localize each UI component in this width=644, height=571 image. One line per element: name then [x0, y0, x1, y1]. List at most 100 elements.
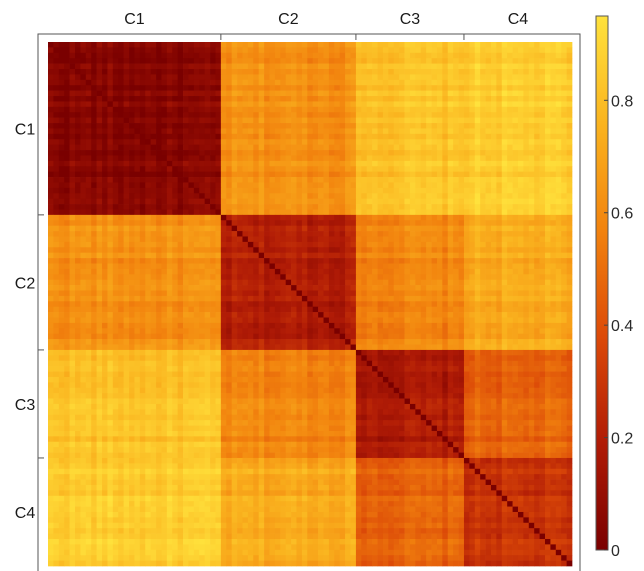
- heatmap-cell: [296, 258, 303, 264]
- heatmap-cell: [64, 312, 70, 318]
- heatmap-cell: [447, 204, 454, 210]
- heatmap-cell: [123, 225, 130, 232]
- heatmap-cell: [129, 209, 135, 216]
- heatmap-cell: [361, 69, 368, 75]
- heatmap-cell: [75, 160, 81, 167]
- heatmap-cell: [183, 317, 189, 324]
- heatmap-cell: [555, 144, 562, 151]
- heatmap-cell: [188, 101, 195, 108]
- heatmap-cell: [177, 247, 184, 254]
- heatmap-cell: [129, 187, 135, 194]
- heatmap-cell: [409, 236, 416, 243]
- heatmap-cell: [210, 74, 216, 81]
- heatmap-cell: [436, 290, 443, 297]
- heatmap-cell: [96, 252, 103, 259]
- heatmap-cell: [145, 317, 151, 324]
- heatmap-cell: [280, 117, 287, 124]
- heatmap-cell: [496, 247, 503, 254]
- heatmap-cell: [48, 317, 54, 324]
- heatmap-cell: [372, 144, 378, 151]
- heatmap-cell: [107, 155, 114, 162]
- heatmap-cell: [512, 139, 519, 145]
- heatmap-cell: [539, 306, 546, 313]
- heatmap-cell: [280, 317, 287, 324]
- heatmap-cell: [291, 198, 297, 205]
- heatmap-cell: [534, 295, 540, 302]
- heatmap-cell: [69, 74, 76, 81]
- heatmap-cell: [161, 301, 168, 308]
- heatmap-cell: [69, 155, 76, 162]
- heatmap-cell: [183, 279, 189, 286]
- heatmap-cell: [118, 69, 124, 75]
- heatmap-cell: [328, 101, 335, 108]
- heatmap-cell: [150, 106, 157, 113]
- heatmap-cell: [501, 96, 508, 102]
- heatmap-cell: [118, 301, 124, 308]
- heatmap-cell: [134, 106, 141, 113]
- heatmap-cell: [517, 279, 524, 286]
- heatmap-cell: [247, 139, 254, 145]
- heatmap-cell: [463, 90, 470, 97]
- heatmap-cell: [550, 252, 557, 259]
- heatmap-cell: [496, 301, 503, 308]
- heatmap-cell: [312, 79, 319, 86]
- heatmap-cell: [204, 74, 211, 81]
- heatmap-cell: [161, 74, 168, 81]
- heatmap-cell: [285, 117, 292, 124]
- heatmap-cell: [534, 279, 540, 286]
- heatmap-cell: [528, 279, 535, 286]
- heatmap-cell: [107, 279, 114, 286]
- heatmap-cell: [123, 177, 130, 183]
- heatmap-cell: [69, 187, 76, 194]
- heatmap-cell: [458, 85, 465, 91]
- heatmap-cell: [361, 295, 368, 302]
- heatmap-cell: [566, 258, 573, 264]
- heatmap-cell: [307, 193, 314, 200]
- heatmap-cell: [264, 295, 270, 302]
- heatmap-cell: [431, 182, 438, 189]
- heatmap-cell: [323, 79, 330, 86]
- heatmap-cell: [469, 101, 476, 108]
- heatmap-cell: [426, 209, 432, 216]
- heatmap-cell: [210, 58, 216, 64]
- heatmap-cell: [409, 139, 416, 145]
- heatmap-cell: [258, 193, 265, 200]
- heatmap-cell: [523, 268, 530, 275]
- heatmap-cell: [485, 133, 492, 140]
- heatmap-cell: [420, 301, 427, 308]
- heatmap-cell: [404, 274, 411, 281]
- heatmap-cell: [382, 231, 389, 237]
- heatmap-cell: [129, 42, 135, 48]
- heatmap-cell: [318, 106, 324, 113]
- heatmap-cell: [420, 252, 427, 259]
- heatmap-cell: [129, 317, 135, 324]
- heatmap-cell: [48, 241, 54, 248]
- heatmap-cell: [237, 187, 243, 194]
- heatmap-cell: [372, 128, 378, 135]
- heatmap-cell: [355, 198, 362, 205]
- heatmap-cell: [534, 90, 540, 97]
- heatmap-cell: [399, 117, 405, 124]
- heatmap-cell: [139, 225, 146, 232]
- heatmap-cell: [96, 150, 103, 156]
- heatmap-cell: [85, 312, 92, 318]
- heatmap-cell: [177, 263, 184, 270]
- heatmap-cell: [80, 187, 87, 194]
- heatmap-cell: [355, 306, 362, 313]
- heatmap-cell: [388, 214, 395, 221]
- heatmap-cell: [555, 47, 562, 54]
- heatmap-cell: [517, 258, 524, 264]
- heatmap-cell: [318, 63, 324, 70]
- heatmap-cell: [291, 144, 297, 151]
- heatmap-cell: [426, 295, 432, 302]
- heatmap-cell: [393, 133, 400, 140]
- heatmap-cell: [242, 58, 249, 64]
- heatmap-cell: [280, 295, 287, 302]
- heatmap-cell: [463, 285, 470, 291]
- heatmap-cell: [404, 295, 411, 302]
- heatmap-cell: [264, 198, 270, 205]
- heatmap-cell: [264, 225, 270, 232]
- heatmap-cell: [247, 42, 254, 48]
- heatmap-cell: [550, 112, 557, 118]
- heatmap-cell: [420, 285, 427, 291]
